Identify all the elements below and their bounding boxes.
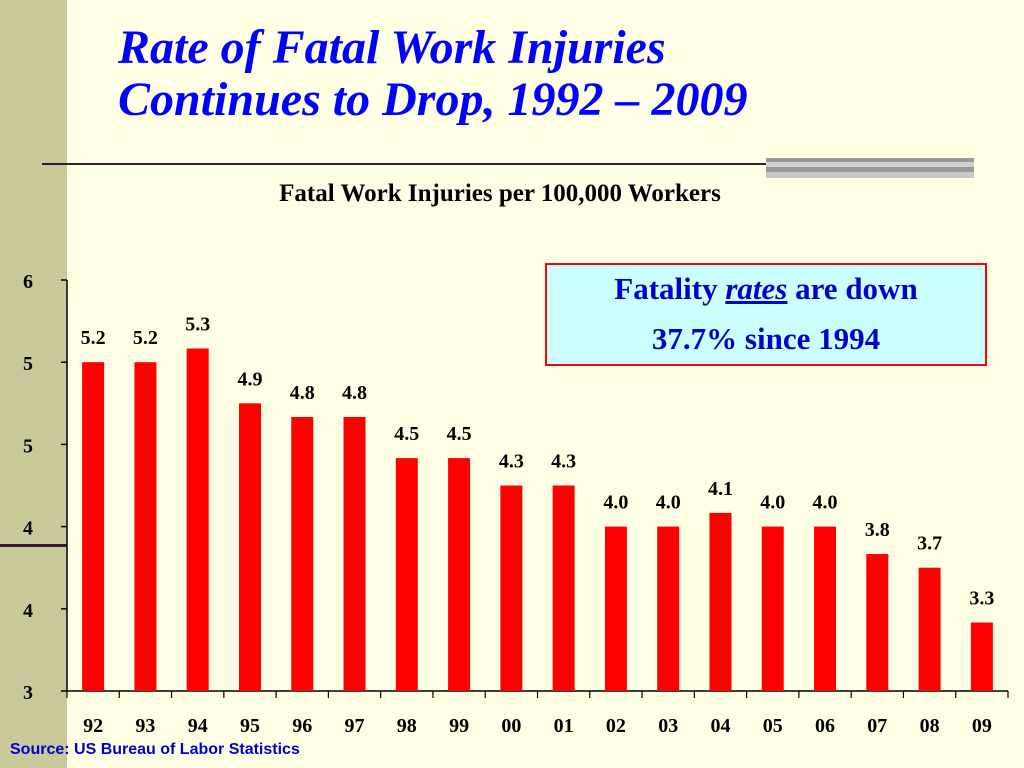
slide-title-line-2: Continues to Drop, 1992 – 2009 — [118, 73, 748, 126]
data-label: 4.9 — [237, 368, 262, 390]
callout-line-2: 37.7% since 1994 — [651, 321, 881, 356]
x-tick-label: 09 — [972, 715, 992, 737]
bar — [814, 526, 837, 691]
bar — [761, 526, 784, 691]
x-tick-label: 08 — [920, 715, 940, 737]
data-label: 3.3 — [969, 588, 994, 610]
y-tick-label: 4 — [23, 518, 33, 540]
data-label: 4.5 — [447, 423, 472, 445]
callout-emphasis: rates — [725, 271, 788, 306]
bar — [291, 417, 314, 691]
y-tick-label: 6 — [23, 271, 33, 293]
callout-line-1: Fatality rates are down — [547, 271, 985, 307]
title-divider — [42, 163, 972, 165]
slide-title: Rate of Fatal Work Injuries Continues to… — [118, 22, 998, 126]
slide-title-line-1: Rate of Fatal Work Injuries — [118, 21, 666, 74]
x-tick-label: 02 — [606, 715, 626, 737]
data-label: 4.0 — [813, 492, 838, 514]
bar — [238, 403, 261, 691]
bar — [500, 485, 523, 691]
x-tick-label: 05 — [763, 715, 783, 737]
bar — [134, 362, 157, 691]
data-label: 4.0 — [760, 492, 785, 514]
bar — [343, 417, 366, 691]
x-tick-label: 06 — [815, 715, 835, 737]
data-label: 4.5 — [394, 423, 419, 445]
data-label: 3.7 — [917, 533, 942, 555]
chart-title: Fatal Work Injuries per 100,000 Workers — [279, 180, 721, 207]
bar — [448, 458, 471, 691]
data-label: 5.3 — [185, 314, 210, 336]
y-tick-label: 5 — [23, 435, 33, 457]
x-tick-label: 94 — [188, 715, 208, 737]
source-note: Source: US Bureau of Labor Statistics — [10, 741, 300, 758]
y-tick-label: 5 — [23, 353, 33, 375]
data-label: 4.8 — [290, 382, 315, 404]
x-tick-label: 98 — [397, 715, 417, 737]
x-tick-label: 99 — [449, 715, 469, 737]
data-label: 4.3 — [499, 451, 524, 473]
x-tick-label: 92 — [83, 715, 103, 737]
callout-prefix: Fatality — [614, 271, 718, 306]
data-label: 4.1 — [708, 478, 733, 500]
side-accent-line — [0, 544, 67, 547]
x-tick-label: 95 — [240, 715, 260, 737]
data-label: 5.2 — [81, 327, 106, 349]
divider-accent — [766, 158, 974, 178]
x-tick-label: 97 — [345, 715, 365, 737]
x-tick-label: 93 — [135, 715, 155, 737]
data-label: 4.8 — [342, 382, 367, 404]
bar — [918, 567, 941, 691]
x-tick-label: 01 — [554, 715, 574, 737]
bar — [186, 348, 209, 691]
data-label: 4.0 — [603, 492, 628, 514]
bar — [657, 526, 680, 691]
bar — [970, 622, 993, 691]
y-tick-label: 4 — [23, 600, 33, 622]
bar — [395, 458, 418, 691]
bar — [604, 526, 627, 691]
bar — [709, 512, 732, 691]
callout-box: Fatality rates are down 37.7% since 1994 — [545, 263, 987, 366]
data-label: 4.3 — [551, 451, 576, 473]
x-tick-label: 00 — [501, 715, 521, 737]
data-label: 5.2 — [133, 327, 158, 349]
bar — [552, 485, 575, 691]
x-tick-label: 03 — [658, 715, 678, 737]
side-band — [0, 0, 67, 768]
bar — [82, 362, 105, 691]
x-tick-label: 04 — [710, 715, 730, 737]
y-tick-label: 3 — [23, 682, 33, 704]
bar — [866, 554, 889, 691]
x-tick-label: 96 — [292, 715, 312, 737]
data-label: 3.8 — [865, 519, 890, 541]
data-label: 4.0 — [656, 492, 681, 514]
x-tick-label: 07 — [867, 715, 887, 737]
callout-suffix: are down — [795, 271, 918, 306]
